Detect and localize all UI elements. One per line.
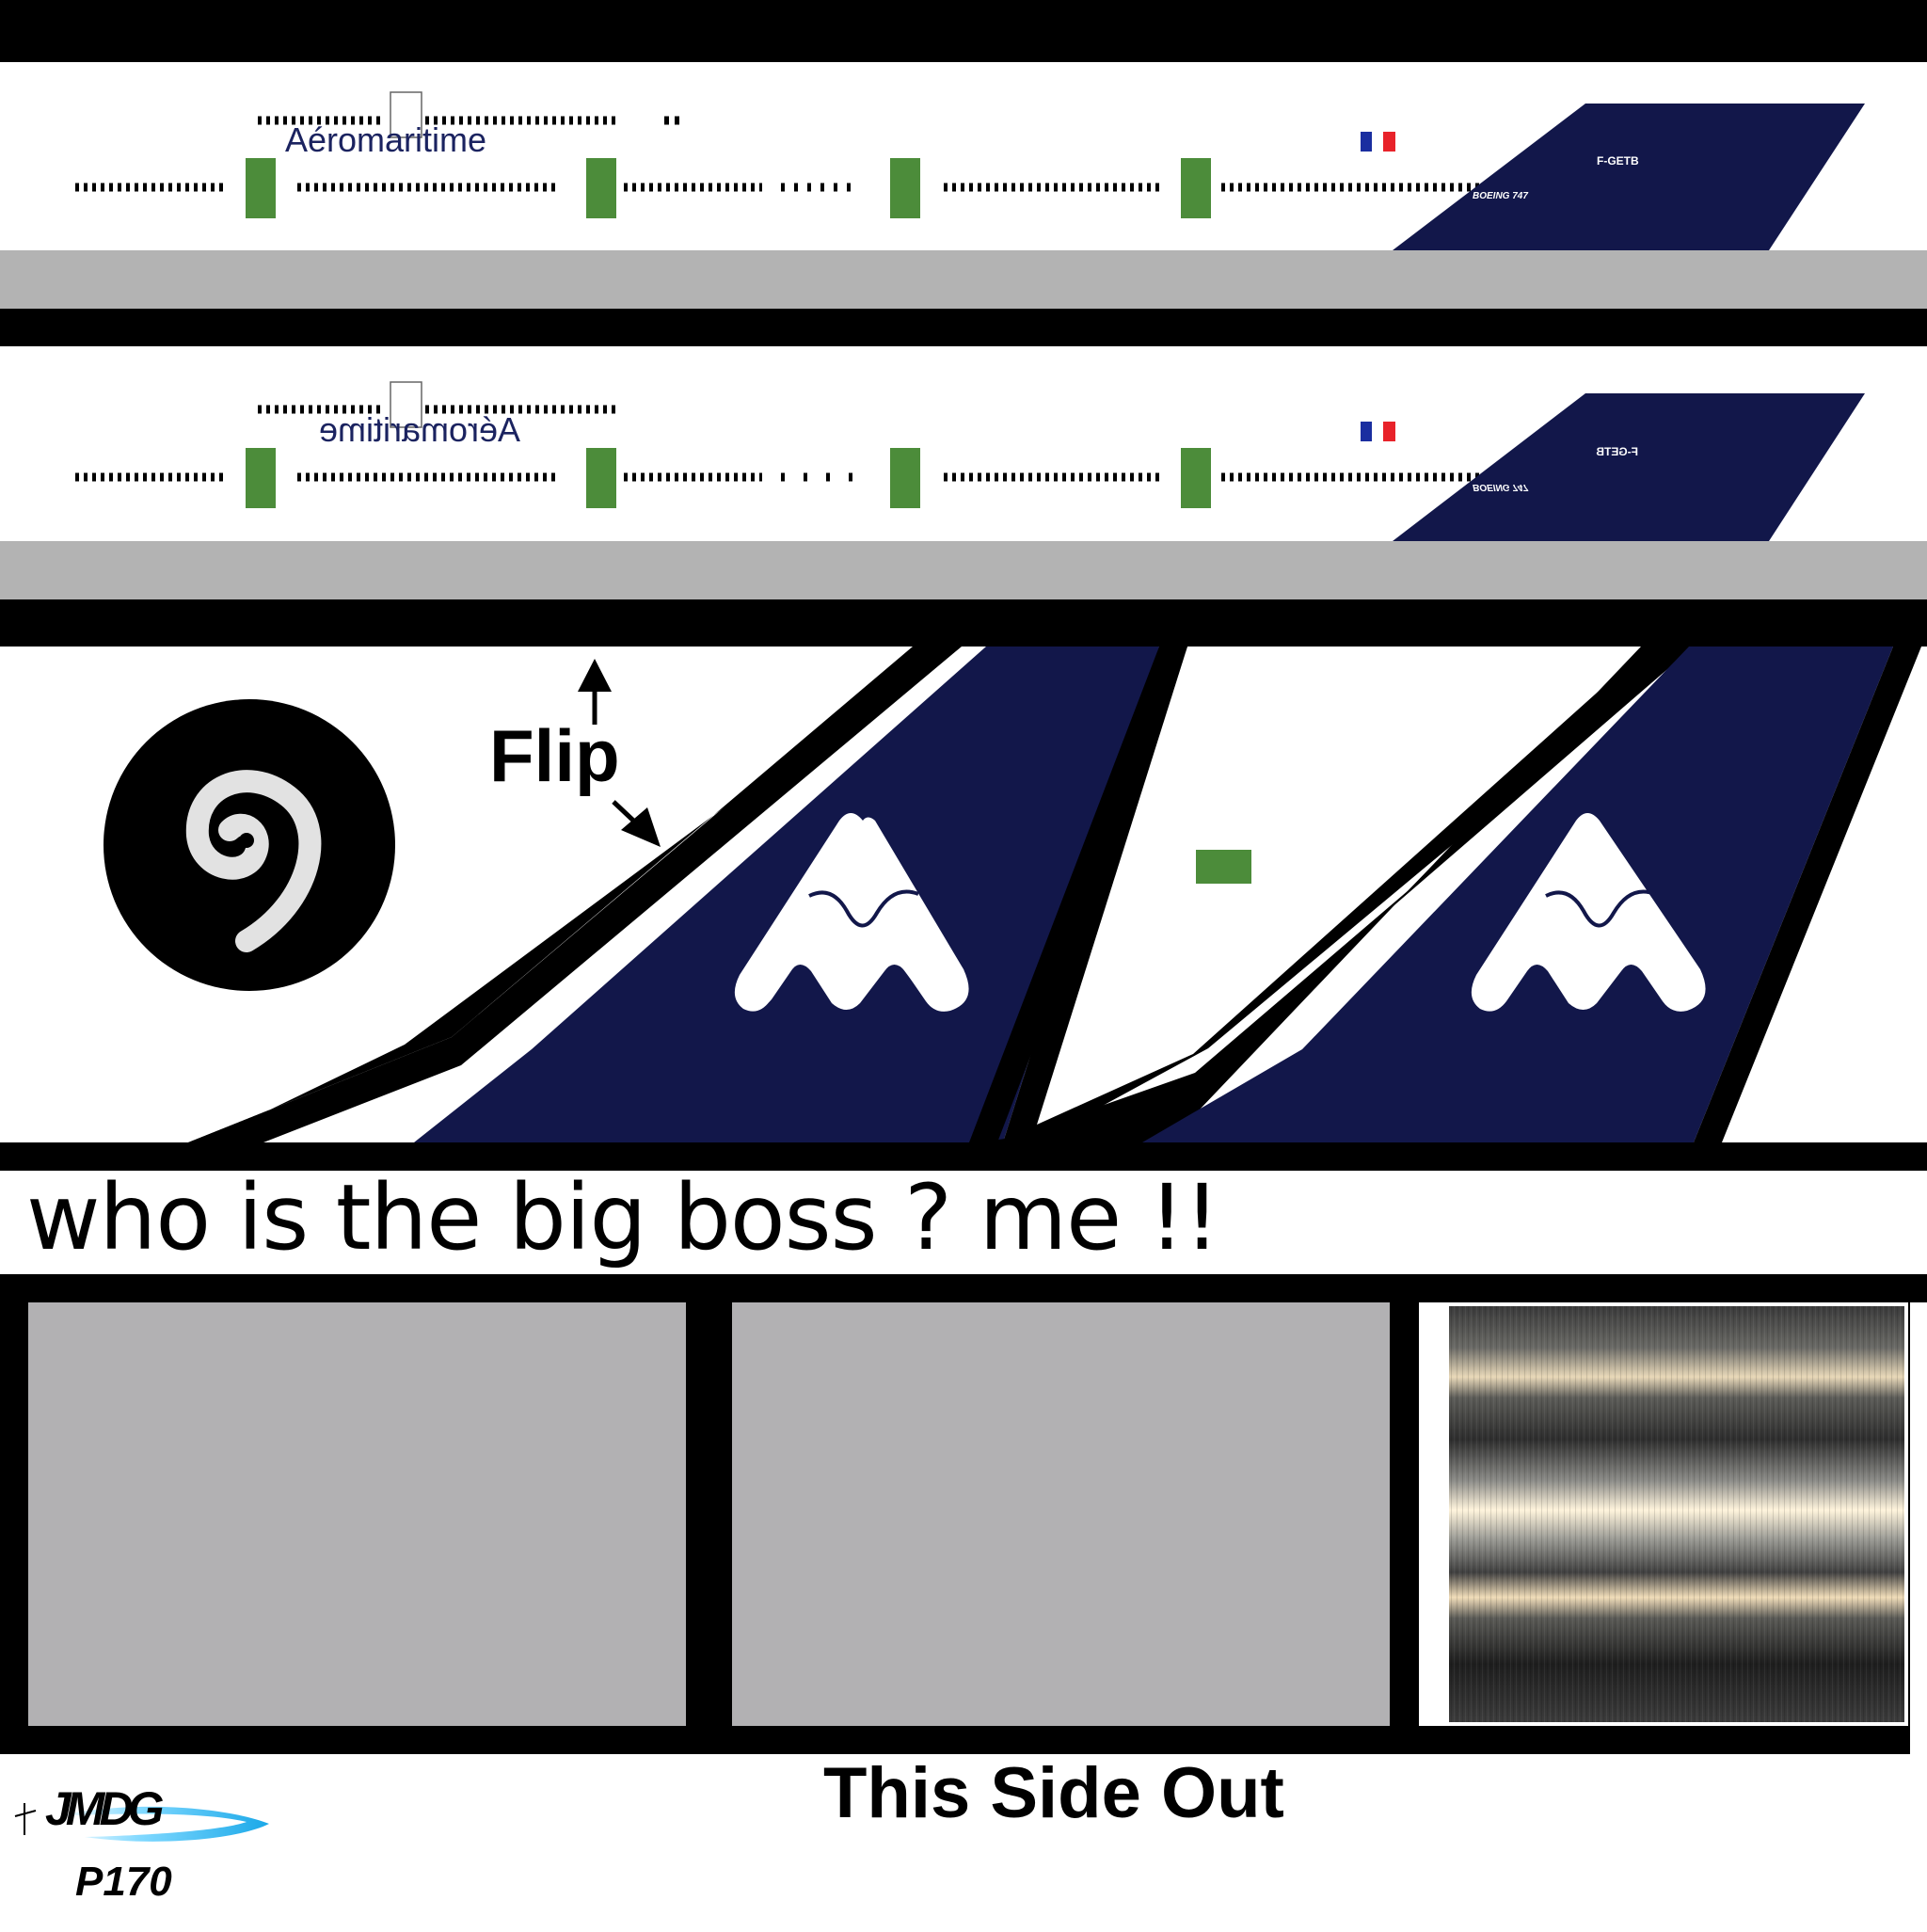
gray-panel bbox=[28, 1302, 686, 1726]
upper-door bbox=[390, 91, 422, 138]
flip-label: Flip bbox=[489, 714, 620, 797]
side-out-label: This Side Out bbox=[823, 1753, 1284, 1833]
author-logo-text: JMDG bbox=[45, 1782, 164, 1835]
door bbox=[890, 158, 920, 218]
airline-name-right: Aéromaritime bbox=[318, 410, 520, 449]
model-code: P170 bbox=[75, 1859, 172, 1905]
door bbox=[890, 448, 920, 508]
tail-fin-navy bbox=[1393, 393, 1865, 541]
aeromaritime-mountain-logo bbox=[734, 813, 969, 1012]
tail-fin-left bbox=[414, 647, 1159, 1142]
fuselage-strip-left bbox=[0, 0, 1927, 346]
door bbox=[586, 158, 616, 218]
registration-left: F-GETB bbox=[1597, 154, 1639, 168]
door bbox=[586, 448, 616, 508]
flip-arrows bbox=[578, 659, 661, 847]
caption-band bbox=[0, 1171, 1927, 1274]
tail-outline-left bbox=[188, 647, 962, 1142]
airline-name-left: Aéromaritime bbox=[285, 120, 487, 159]
registration-right: F-GETB bbox=[1596, 445, 1638, 458]
panels-row bbox=[0, 1274, 1927, 1754]
tail-fin-navy bbox=[1393, 104, 1865, 250]
door bbox=[246, 448, 276, 508]
france-flag-icon bbox=[1361, 422, 1395, 441]
belly-band bbox=[0, 250, 1927, 309]
upper-door bbox=[390, 381, 422, 428]
gray-panel bbox=[732, 1302, 1390, 1726]
fuselage-strip-right bbox=[0, 346, 1927, 647]
spiral-spinner-icon bbox=[104, 699, 395, 991]
france-flag-icon bbox=[1361, 132, 1395, 152]
aeromaritime-mountain-logo bbox=[1471, 813, 1706, 1012]
tail-section bbox=[0, 647, 1927, 1171]
aircraft-model-left: BOEING 747 bbox=[1473, 191, 1528, 201]
aircraft-model-right: BOEING 747 bbox=[1473, 482, 1528, 492]
author-logo bbox=[14, 1803, 269, 1842]
belly-band bbox=[0, 541, 1927, 599]
door bbox=[1181, 448, 1211, 508]
caption-text: who is the big boss ? me !! bbox=[26, 1165, 1220, 1270]
position-marker bbox=[1196, 850, 1251, 884]
tail-fin-right bbox=[1142, 647, 1893, 1142]
door bbox=[246, 158, 276, 218]
door bbox=[1181, 158, 1211, 218]
